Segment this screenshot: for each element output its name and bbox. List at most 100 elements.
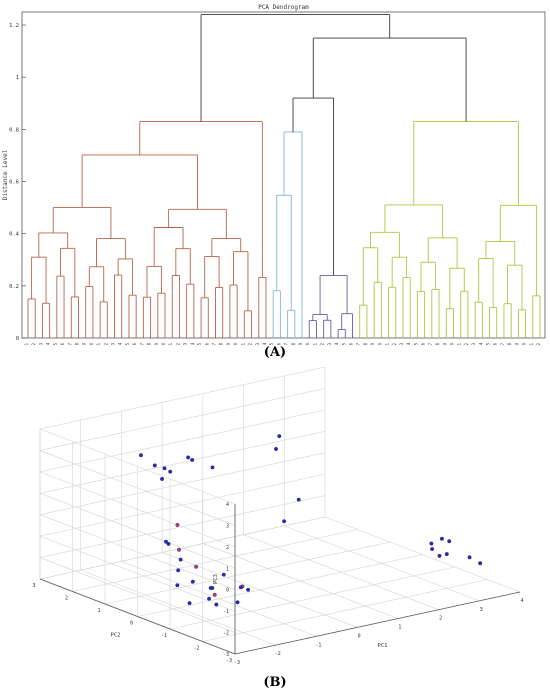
x-tick-label: 3 [480,607,483,613]
x-tick-label: -2 [275,651,281,657]
scatter-point [429,541,434,546]
y-tick-label: -2 [193,646,199,652]
scatter-point [168,469,173,474]
leaf-label: 15 [125,342,130,345]
z-tick-label: 2 [226,545,229,551]
grid-line [39,493,236,569]
leaf-label: 56 [421,342,426,345]
scatter-point [160,476,164,481]
chart-title: PCA Dendrogram [258,4,309,11]
scatter-point [178,557,183,562]
leaf-label: 8 [74,342,79,345]
scatter-point [282,519,287,524]
leaf-label: 34 [262,342,267,345]
leaf-label: 33 [255,342,260,345]
leaf-label: 21 [168,342,173,345]
scatter-point [296,497,301,502]
scatter-point [478,561,483,566]
dendrogram-chart: PCA Dendrogram Distance Level 0 0.2 0.4 0.6 0.… [2,4,546,345]
panel-label-b: (B) [263,675,287,690]
grid-line [39,557,236,633]
leaf-label: 22 [175,342,180,345]
leaf-label: 16 [132,342,137,345]
scatter-point [177,547,181,552]
scatter-point [439,536,444,541]
leaf-label: 18 [147,342,152,345]
grid-line [39,535,236,612]
y-tick-label: -1 [161,633,167,639]
scatter-point [186,455,191,460]
leaf-label: 40 [305,342,310,345]
leaf-label: 46 [349,342,354,345]
y-tick-label: 0.8 [9,127,19,133]
z-axis-label: PC3 [213,574,219,584]
scatter-point [210,465,215,470]
scatter-point [194,564,199,569]
leaf-label: 52 [392,342,397,345]
leaf-label: 69 [514,342,519,345]
leaf-label: 58 [435,342,440,345]
grid-line [39,430,326,494]
scatter-point [175,583,180,588]
y-tick-label: 0 [130,621,133,627]
z-tick-label: -1 [223,609,229,615]
scatter-point [274,446,278,451]
scatter-point [138,453,143,458]
leaf-label: 63 [471,342,476,345]
leaf-label: 57 [428,342,433,345]
x-tick-label: 1 [398,625,401,631]
scatter-point [210,586,215,590]
scatter-point [238,585,243,590]
leaf-label: 38 [291,342,296,345]
y-tick-label: 1 [16,75,19,81]
leaf-label: 13 [111,342,116,345]
leaf-label: 35 [269,342,274,345]
scatter-point [162,466,167,471]
leaf-label: 62 [464,342,469,345]
leaf-label: 23 [183,342,188,345]
leaf-label: 36 [276,342,281,345]
leaf-label: 25 [197,342,202,345]
x-tick-label: 4 [520,598,523,604]
leaf-label: 26 [204,342,209,345]
y-tick-label: 1.2 [9,23,19,29]
grid-line [137,554,423,617]
scatter-point [467,555,472,560]
x-axis-line [234,591,521,655]
scatter-point [214,602,219,607]
leaf-label: 27 [211,342,216,345]
grid-line [169,566,456,630]
scatter3d-chart: -3 -2 -1 0 1 2 3 4 -3 -2 -1 0 1 2 3 -3 -2 -1 0 1 2 3 4 PC1 PC2 PC… [32,366,524,666]
y-tick-label: 1 [97,608,100,614]
scatter-point [175,523,180,527]
scatter-point [221,572,226,577]
leaf-label: 43 [327,342,332,345]
leaf-label: 65 [486,342,491,345]
scatter-point [176,568,181,573]
leaf-label: 19 [154,342,159,345]
leaf-label: 44 [334,342,339,345]
cluster-red [27,121,267,338]
leaf-label: 51 [385,342,390,345]
scatter-point [166,541,171,546]
x-tick-label: -1 [315,642,321,648]
leaf-label: 70 [522,342,527,345]
z-tick-label: 3 [226,523,229,529]
y-tick-label: 0.2 [9,284,19,290]
grid-line [104,541,391,605]
y-tick-label: 2 [65,596,68,602]
grid-line [39,428,236,505]
z-tick-label: -3 [223,652,229,658]
y-axis-label: PC2 [111,633,121,639]
y-tick-label: 0.4 [9,232,20,238]
z-tick-label: 1 [226,566,229,572]
leaf-label: 61 [457,342,462,345]
z-tick-label: 0 [226,588,229,594]
panel-label-a: (A) [263,345,287,360]
leaf-label: 30 [233,342,238,345]
grid-line [39,471,236,548]
leaf-label: 31 [240,342,245,345]
leaf-label: 1 [24,342,29,345]
x-axis-label: PC1 [378,643,388,649]
